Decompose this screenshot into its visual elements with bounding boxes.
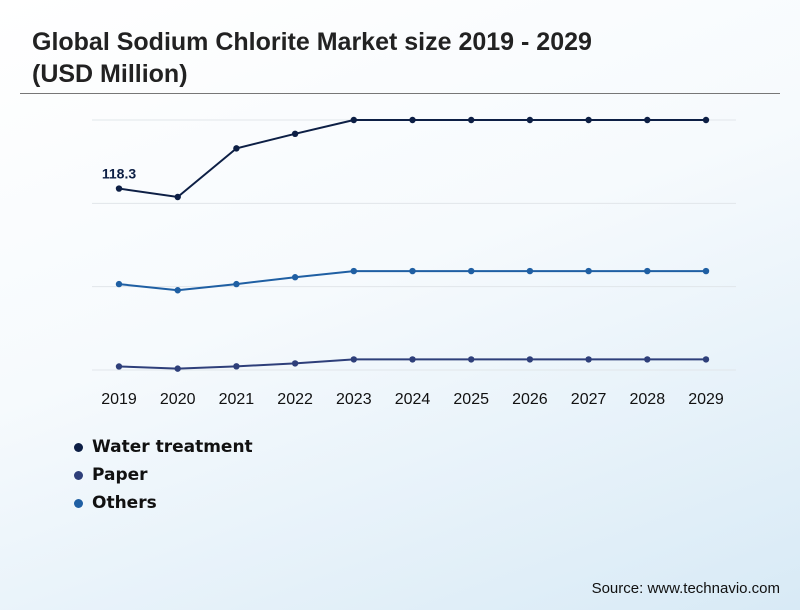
data-point (644, 267, 651, 275)
data-point (585, 267, 592, 275)
x-tick-label: 2021 (219, 391, 255, 408)
data-label: 118.3 (102, 166, 136, 182)
data-point (585, 116, 592, 124)
data-point (174, 287, 181, 294)
x-tick-label: 2022 (277, 391, 313, 408)
data-point (233, 145, 240, 152)
x-tick-label: 2029 (688, 391, 724, 408)
data-point (291, 130, 299, 138)
data-point (115, 185, 123, 192)
data-point (409, 267, 416, 275)
data-point (409, 116, 416, 124)
x-tick-label: 2026 (512, 391, 548, 408)
data-point (291, 274, 299, 281)
x-tick-label: 2019 (101, 391, 137, 408)
x-tick-label: 2020 (160, 391, 196, 408)
data-point (526, 356, 534, 363)
data-point (526, 116, 534, 124)
source-note: Source: www.technavio.com (591, 580, 780, 597)
data-point (174, 365, 181, 372)
data-point (702, 116, 710, 124)
legend-marker (74, 470, 83, 480)
data-point (350, 267, 357, 275)
legend-item: Others (74, 489, 253, 517)
legend-marker (74, 498, 83, 508)
data-point (468, 116, 475, 124)
legend-marker (74, 442, 83, 452)
data-point (233, 363, 240, 370)
data-point (350, 116, 357, 124)
data-point (409, 356, 416, 363)
x-tick-label: 2028 (630, 391, 666, 408)
data-point (233, 280, 240, 288)
title-divider (20, 93, 780, 94)
data-point (702, 356, 710, 363)
data-point (702, 267, 710, 275)
legend-label: Water treatment (92, 437, 253, 457)
legend-label: Others (92, 493, 157, 513)
x-tick-label: 2024 (395, 391, 431, 408)
data-point (644, 116, 651, 124)
x-tick-label: 2023 (336, 391, 372, 408)
legend-item: Paper (74, 461, 253, 489)
data-point (585, 356, 592, 363)
data-point (526, 267, 534, 275)
series-line (118, 119, 706, 199)
data-point (115, 280, 123, 288)
legend-label: Paper (92, 465, 148, 485)
legend-item: Water treatment (74, 433, 253, 461)
chart-legend: Water treatment Paper Others (74, 433, 253, 517)
data-point (174, 193, 181, 201)
data-point (115, 363, 123, 370)
data-point (468, 267, 475, 275)
x-tick-label: 2027 (571, 391, 607, 408)
line-chart: 2019 2020 2021 2022 2023 2024 2025 2026 2027 2028… (92, 116, 736, 408)
x-tick-label: 2025 (453, 391, 489, 408)
data-point (644, 356, 651, 363)
data-point (468, 356, 475, 363)
data-point (291, 360, 299, 367)
data-point (350, 356, 357, 363)
chart-title: Global Sodium Chlorite Market size 2019 … (32, 28, 592, 88)
